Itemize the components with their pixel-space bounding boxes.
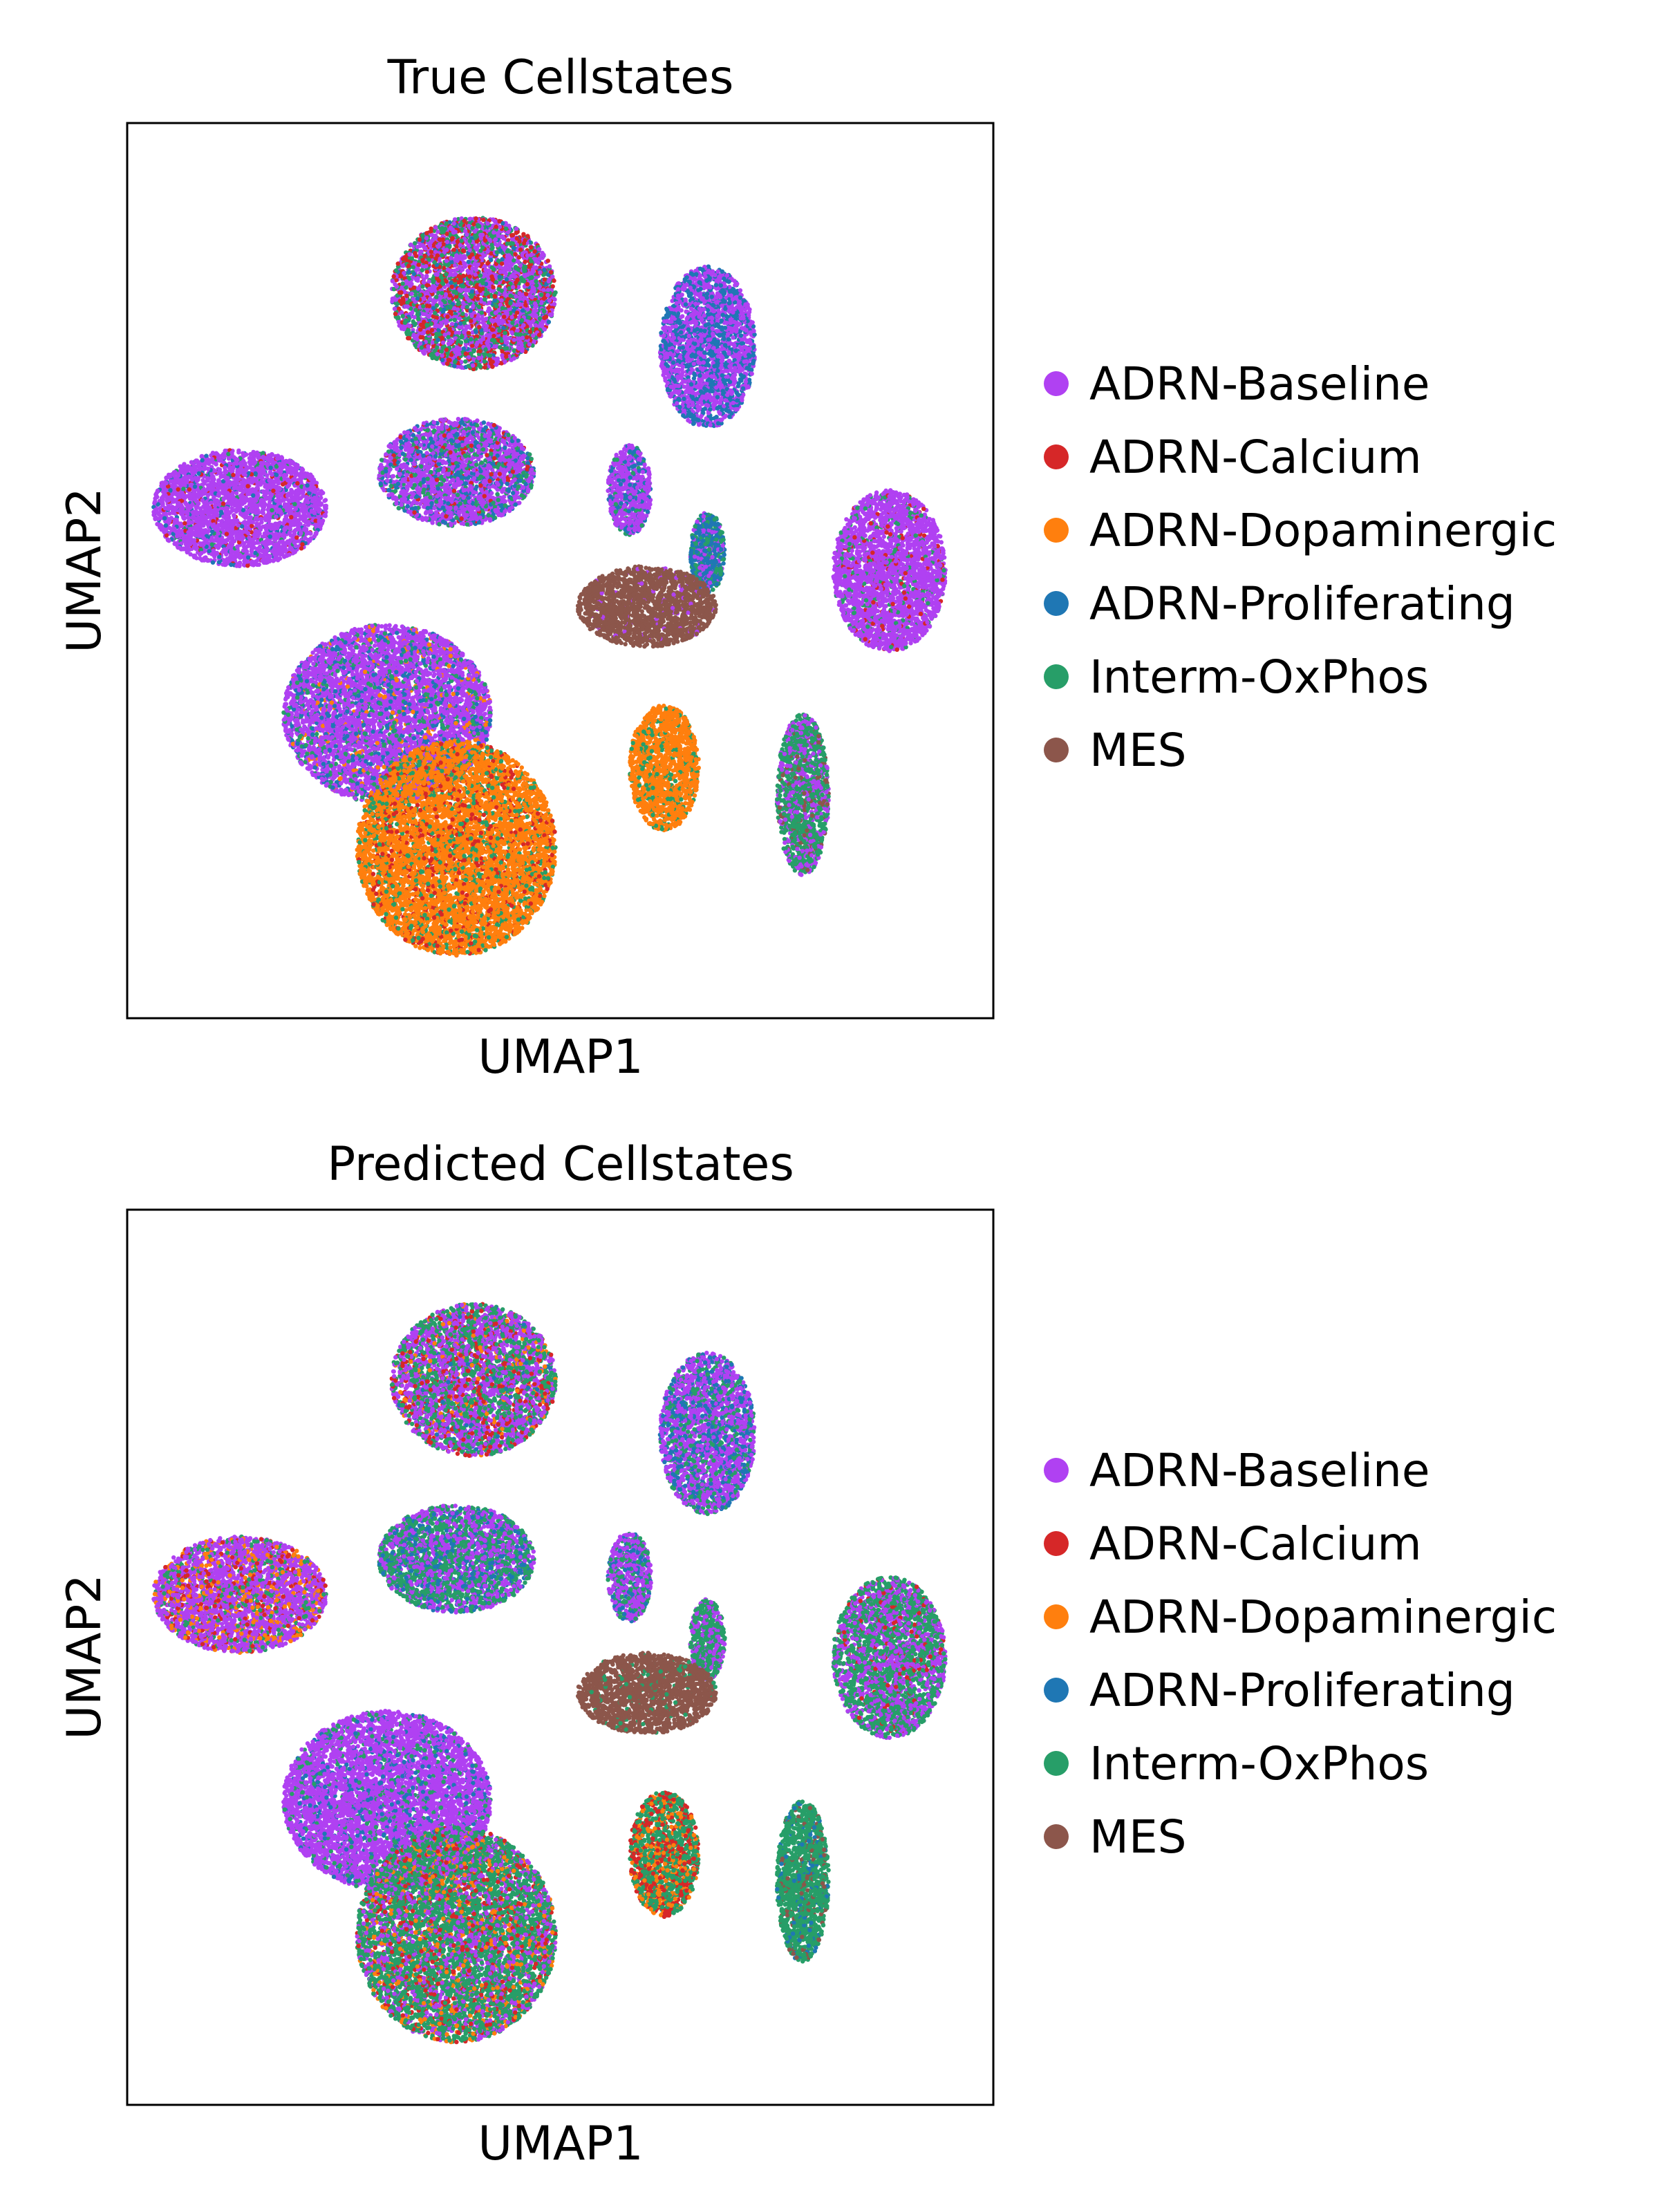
- cell-point: [467, 260, 471, 264]
- cell-point: [413, 241, 417, 245]
- cell-point: [487, 301, 491, 305]
- chart-title-true: True Cellstates: [387, 50, 734, 105]
- cell-point: [461, 301, 465, 305]
- cell-point: [425, 270, 429, 274]
- cell-point: [459, 364, 463, 368]
- cell-point: [475, 239, 479, 243]
- cell-point: [480, 321, 485, 325]
- cell-point: [458, 265, 462, 269]
- panel-true-cellstates: True Cellstates UMAP1 UMAP2 ADRN-Baselin…: [57, 50, 1557, 1085]
- cell-point: [394, 268, 398, 272]
- cell-point: [475, 247, 479, 252]
- cell-point: [452, 269, 456, 273]
- scatter-points-true: [151, 216, 948, 957]
- cell-point: [469, 308, 473, 312]
- cell-point: [404, 294, 409, 298]
